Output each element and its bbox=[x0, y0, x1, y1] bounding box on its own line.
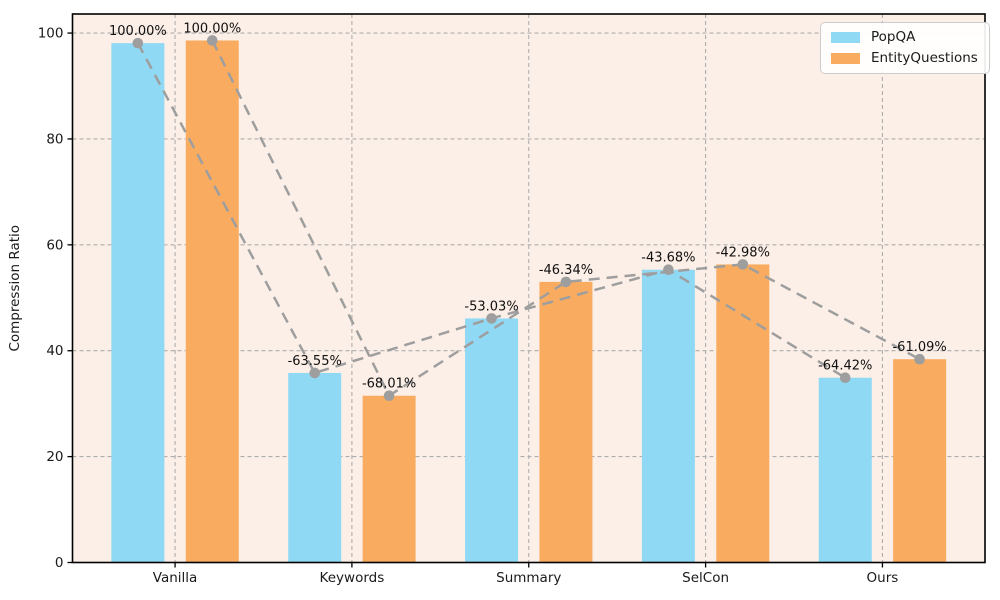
marker-entityquestions-selcon bbox=[737, 259, 749, 270]
value-label: -63.55% bbox=[288, 354, 342, 369]
marker-entityquestions-vanilla bbox=[206, 35, 218, 46]
y-tick-label: 100 bbox=[38, 26, 64, 42]
x-tick-label: SelCon bbox=[682, 570, 729, 586]
value-label: 100.00% bbox=[109, 24, 167, 39]
marker-popqa-vanilla bbox=[132, 37, 144, 49]
marker-entityquestions-keywords bbox=[383, 390, 395, 402]
legend-swatch-entityquestions bbox=[831, 53, 860, 64]
marker-popqa-selcon bbox=[663, 264, 674, 276]
bar-popqa-selcon bbox=[641, 269, 695, 563]
y-tick-label: 0 bbox=[55, 555, 64, 571]
bar-entityquestions-keywords bbox=[362, 395, 416, 563]
value-label: -43.68% bbox=[641, 251, 695, 266]
value-label: -61.09% bbox=[892, 340, 946, 355]
legend: PopQA EntityQuestions bbox=[820, 22, 990, 74]
legend-row-popqa: PopQA bbox=[831, 30, 978, 45]
y-tick-label: 40 bbox=[46, 343, 63, 359]
y-axis-label: Compression Ratio bbox=[7, 225, 23, 352]
x-tick-label: Summary bbox=[496, 570, 561, 586]
x-tick-label: Ours bbox=[867, 570, 899, 586]
bar-entityquestions-vanilla bbox=[185, 40, 239, 563]
value-label: 100.00% bbox=[183, 21, 241, 36]
value-label: -46.34% bbox=[539, 263, 593, 278]
marker-entityquestions-ours bbox=[914, 353, 925, 365]
legend-label-entityquestions: EntityQuestions bbox=[871, 50, 978, 66]
legend-swatch-popqa bbox=[831, 32, 860, 43]
bar-popqa-keywords bbox=[288, 372, 342, 563]
marker-entityquestions-summary bbox=[560, 276, 572, 288]
value-label: -68.01% bbox=[362, 377, 416, 392]
legend-row-entityquestions: EntityQuestions bbox=[831, 51, 978, 66]
x-tick-label: Vanilla bbox=[153, 570, 198, 586]
bar-popqa-vanilla bbox=[111, 43, 165, 563]
y-tick-label: 80 bbox=[46, 131, 63, 147]
trend-line-entityquestions bbox=[211, 39, 921, 398]
legend-label-popqa: PopQA bbox=[871, 29, 916, 45]
y-tick-label: 60 bbox=[46, 237, 63, 253]
bar-popqa-ours bbox=[818, 377, 872, 563]
bar-entityquestions-ours bbox=[893, 359, 947, 563]
bar-entityquestions-selcon bbox=[716, 264, 770, 563]
x-tick-label: Keywords bbox=[320, 570, 385, 586]
y-tick-label: 20 bbox=[46, 449, 63, 465]
value-label: -53.03% bbox=[464, 299, 518, 314]
bar-entityquestions-summary bbox=[539, 281, 593, 563]
marker-popqa-keywords bbox=[309, 367, 321, 379]
bar-popqa-summary bbox=[465, 318, 519, 563]
value-label: -64.42% bbox=[818, 359, 872, 374]
marker-popqa-ours bbox=[839, 372, 851, 384]
value-label: -42.98% bbox=[716, 245, 770, 260]
marker-popqa-summary bbox=[486, 313, 497, 324]
